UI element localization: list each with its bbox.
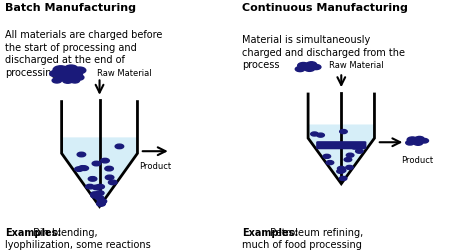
Text: All materials are charged before
the start of processing and
discharged at the e: All materials are charged before the sta… — [5, 30, 162, 77]
Circle shape — [420, 139, 428, 143]
Text: Examples:: Examples: — [5, 227, 61, 237]
Circle shape — [91, 194, 100, 198]
Circle shape — [91, 192, 99, 197]
Circle shape — [295, 67, 305, 72]
Circle shape — [73, 75, 84, 81]
Circle shape — [413, 141, 423, 146]
Circle shape — [56, 75, 67, 81]
Text: Product: Product — [401, 155, 433, 164]
Circle shape — [80, 166, 89, 171]
Text: Bin blending,
lyophilization, some reactions: Bin blending, lyophilization, some react… — [5, 227, 150, 249]
Circle shape — [95, 191, 104, 196]
Circle shape — [53, 67, 68, 75]
Circle shape — [86, 185, 94, 189]
FancyBboxPatch shape — [316, 142, 366, 150]
Circle shape — [73, 68, 86, 74]
Circle shape — [407, 137, 418, 143]
Circle shape — [317, 134, 324, 138]
Circle shape — [98, 200, 106, 204]
Circle shape — [337, 167, 345, 171]
Circle shape — [306, 62, 317, 68]
Circle shape — [346, 153, 354, 158]
Circle shape — [115, 145, 124, 149]
Circle shape — [63, 78, 73, 84]
Circle shape — [323, 155, 330, 159]
Text: Examples:: Examples: — [242, 227, 298, 237]
Circle shape — [339, 177, 347, 181]
Circle shape — [88, 177, 97, 181]
Circle shape — [326, 161, 334, 165]
Circle shape — [415, 137, 424, 142]
Circle shape — [71, 72, 82, 78]
Circle shape — [304, 67, 315, 72]
Text: Petroleum refining,
much of food processing: Petroleum refining, much of food process… — [242, 227, 363, 249]
Text: Product: Product — [139, 162, 172, 171]
Circle shape — [346, 166, 353, 170]
Circle shape — [77, 153, 86, 157]
Circle shape — [338, 169, 346, 173]
Circle shape — [70, 79, 80, 84]
Circle shape — [101, 159, 109, 163]
Circle shape — [63, 70, 75, 77]
Text: Continuous Manufacturing: Continuous Manufacturing — [242, 3, 408, 13]
Circle shape — [65, 75, 77, 81]
Circle shape — [95, 196, 104, 200]
Circle shape — [310, 133, 318, 137]
Circle shape — [344, 158, 352, 162]
Text: Material is simultaneously
charged and discharged from the
process: Material is simultaneously charged and d… — [242, 35, 405, 70]
Polygon shape — [308, 125, 374, 184]
Circle shape — [92, 162, 100, 166]
Circle shape — [78, 166, 87, 171]
Circle shape — [105, 175, 114, 180]
Circle shape — [406, 141, 414, 145]
Circle shape — [97, 202, 105, 206]
Text: Batch Manufacturing: Batch Manufacturing — [5, 3, 136, 13]
Circle shape — [105, 167, 113, 171]
Circle shape — [109, 180, 117, 185]
Circle shape — [92, 185, 100, 190]
Circle shape — [96, 185, 104, 189]
Text: Raw Material: Raw Material — [97, 69, 152, 78]
Circle shape — [50, 71, 62, 78]
Circle shape — [340, 130, 347, 134]
Circle shape — [97, 201, 106, 206]
Circle shape — [356, 150, 363, 154]
Circle shape — [298, 63, 309, 69]
Circle shape — [311, 65, 321, 70]
Polygon shape — [62, 138, 137, 207]
Circle shape — [351, 145, 359, 149]
Text: Raw Material: Raw Material — [329, 60, 384, 69]
Circle shape — [52, 79, 62, 84]
Circle shape — [337, 170, 344, 174]
Circle shape — [98, 199, 107, 204]
Circle shape — [64, 66, 78, 73]
Circle shape — [75, 167, 83, 172]
